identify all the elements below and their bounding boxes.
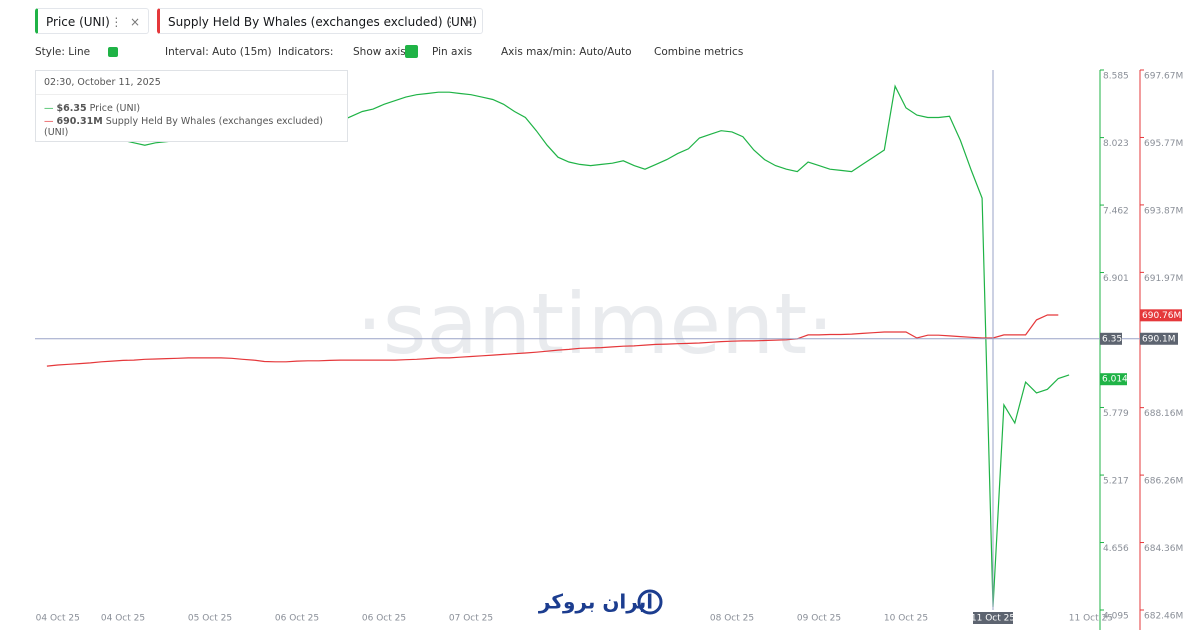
y2-tick-label: 688.16M (1144, 409, 1183, 419)
axis-minmax[interactable]: Axis max/min: Auto/Auto (501, 46, 632, 58)
y2-tick-label: 686.26M (1144, 477, 1183, 487)
last-value-box (1100, 373, 1127, 386)
combine-metrics[interactable]: Combine metrics (654, 46, 744, 58)
x-tick-label: 05 Oct 25 (188, 614, 232, 624)
interval-select[interactable]: Interval: Auto (15m) (165, 46, 272, 58)
x-tick-label: 11 Oct 25 (1069, 614, 1113, 624)
crosshair-y2-label: 690.1M (1142, 334, 1176, 344)
tooltip-value: 690.31M (56, 116, 103, 127)
y-tick-label: 5.779 (1103, 409, 1129, 419)
tooltip-name: Price (UNI) (89, 103, 141, 114)
y2-tick-label: 684.36M (1144, 544, 1183, 554)
tab-label: Price (UNI) (46, 15, 110, 29)
metric-tab[interactable]: Supply Held By Whales (exchanges exclude… (157, 8, 483, 34)
x-tick-label: 09 Oct 25 (797, 614, 841, 624)
y2-tick-label: 691.97M (1144, 274, 1183, 284)
crosshair-y2-box (1140, 332, 1178, 345)
tab-label: Supply Held By Whales (exchanges exclude… (168, 15, 477, 29)
logo: ایران بروکر (538, 590, 653, 614)
y-tick-label: 8.585 (1103, 72, 1129, 82)
x-tick-label: 10 Oct 25 (884, 614, 928, 624)
x-tick-label: 08 Oct 25 (710, 614, 754, 624)
last-value-box (1140, 309, 1182, 322)
crosshair-x-label: 11 Oct 25 (971, 614, 1015, 624)
logo-icon (637, 589, 663, 615)
x-tick-label: 04 Oct 25 (36, 614, 80, 624)
y-tick-label: 5.217 (1103, 477, 1129, 487)
x-tick-label: 06 Oct 25 (362, 614, 406, 624)
crosshair-x-box (973, 612, 1013, 624)
watermark: ·santiment· (356, 275, 834, 373)
tooltip-value: $6.35 (56, 103, 87, 114)
series-line (46, 314, 1059, 367)
y2-tick-label: 697.67M (1144, 72, 1183, 82)
y-tick-label: 8.023 (1103, 139, 1129, 149)
crosshair-y-box (1100, 332, 1122, 345)
x-tick-label: 07 Oct 25 (449, 614, 493, 624)
crosshair-y-label: 6.35 (1102, 334, 1122, 344)
checkbox[interactable] (405, 45, 418, 58)
metric-tab[interactable]: Price (UNI) ⋮ × (35, 8, 149, 34)
x-tick-label: 06 Oct 25 (275, 614, 319, 624)
show-axis[interactable]: Show axis (353, 46, 406, 58)
color-picker[interactable] (108, 47, 118, 57)
y2-tick-label: 695.77M (1144, 139, 1183, 149)
tooltip-time: 02:30, October 11, 2025 (36, 71, 347, 95)
tooltip: 02:30, October 11, 2025 — $6.35 Price (U… (35, 70, 348, 142)
last-value-label: 6.014 (1102, 375, 1128, 385)
tooltip-name: Supply Held By Whales (exchanges exclude… (44, 116, 324, 138)
y-tick-label: 6.901 (1103, 274, 1129, 284)
y2-tick-label: 693.87M (1144, 206, 1183, 216)
pin-axis[interactable]: Pin axis (432, 46, 473, 58)
indicators-select[interactable]: Indicators: (278, 46, 334, 58)
last-value-label: 690.76M (1142, 311, 1181, 321)
style-select[interactable]: Style: Line (35, 46, 91, 58)
y-tick-label: 7.462 (1103, 207, 1129, 217)
x-tick-label: 04 Oct 25 (101, 614, 145, 624)
y-tick-label: 4.095 (1103, 612, 1129, 622)
y2-tick-label: 682.46M (1144, 612, 1183, 622)
y-tick-label: 4.656 (1103, 544, 1129, 554)
